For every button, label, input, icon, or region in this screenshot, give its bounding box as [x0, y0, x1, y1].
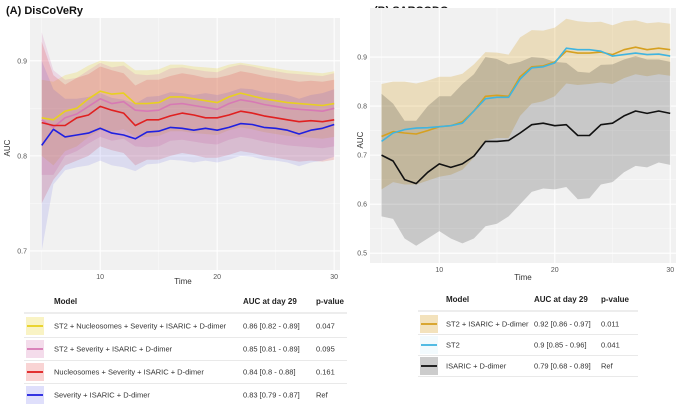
panel-b-series-lines	[381, 46, 671, 185]
panel-a-series-lines	[41, 90, 335, 146]
table-b-header-model: Model	[446, 295, 469, 304]
y-tick-label: 0.8	[17, 153, 27, 160]
x-tick-label: 20	[213, 274, 221, 281]
y-tick-label: 0.7	[17, 248, 27, 255]
table-cell: ST2 + Severity + ISARIC + D-dimer	[54, 345, 173, 354]
table-b-header-auc: AUC at day 29	[534, 295, 588, 304]
panel-a-legend-table: Model AUC at day 29 p-value ST2 + Nucleo…	[24, 297, 347, 404]
ci-band-0	[41, 60, 335, 166]
table-cell: Severity + ISARIC + D-dimer	[54, 391, 150, 400]
table-cell: 0.095	[316, 345, 335, 354]
panel-b-confidence-bands	[381, 18, 671, 246]
panel-b-plot-background	[370, 8, 676, 263]
table-a-header-auc: AUC at day 29	[243, 297, 297, 306]
y-tick-label: 0.8	[357, 104, 367, 111]
panel-a-ylabel: AUC	[3, 139, 12, 156]
table-cell: ST2 + ISARIC + D-dimer	[446, 320, 529, 329]
y-tick-label: 0.6	[357, 202, 367, 209]
series-line-2	[41, 105, 335, 127]
table-cell: 0.041	[601, 341, 620, 350]
table-cell: 0.161	[316, 368, 335, 377]
ci-band-1	[41, 32, 335, 175]
table-a-header-pvalue: p-value	[316, 297, 345, 306]
x-tick-label: 30	[666, 267, 674, 274]
table-cell: 0.79 [0.68 - 0.89]	[534, 362, 591, 371]
table-cell: 0.86 [0.82 - 0.89]	[243, 322, 300, 331]
panel-b-tick-labels: 0.5 0.6 0.7 0.8 0.9 10 20 30	[357, 55, 674, 274]
table-cell: 0.9 [0.85 - 0.96]	[534, 341, 587, 350]
panel-b-legend-table: Model AUC at day 29 p-value ST2 + ISARIC…	[418, 295, 638, 377]
panel-a-tick-labels: 0.7 0.8 0.9 10 20 30	[17, 58, 338, 281]
table-b-header-pvalue: p-value	[601, 295, 630, 304]
table-a-header-model: Model	[54, 297, 77, 306]
series-line-3	[41, 122, 335, 146]
table-cell: 0.011	[601, 320, 619, 329]
panel-a-confidence-bands	[41, 32, 335, 251]
panel-a-grid	[30, 18, 340, 270]
panel-a: (A) DisCoVeRy AUC Time 0.7 0.8 0.9 10 20 30	[3, 5, 340, 286]
panel-a-title: (A) DisCoVeRy	[6, 5, 84, 17]
table-cell: Ref	[601, 362, 614, 371]
series-line-0	[41, 90, 335, 121]
series-line-1	[41, 98, 335, 129]
y-tick-label: 0.5	[357, 251, 367, 258]
panel-b-ylabel: AUC	[356, 131, 365, 148]
y-tick-label: 0.9	[357, 55, 367, 62]
table-cell: 0.84 [0.8 - 0.88]	[243, 368, 296, 377]
table-cell: 0.85 [0.81 - 0.89]	[243, 345, 300, 354]
series-line-2	[381, 110, 671, 185]
x-tick-label: 10	[96, 274, 104, 281]
panel-a-xlabel: Time	[174, 277, 192, 286]
ci-band-2	[41, 41, 335, 204]
panel-b-xlabel: Time	[514, 273, 532, 282]
ci-band-3	[41, 60, 335, 251]
panel-b: (B) SARCODO AUC Time 0.50.60.70.80.91020…	[356, 5, 676, 282]
panel-a-plot-background	[30, 18, 340, 270]
series-line-0	[381, 46, 671, 138]
table-cell: Ref	[316, 391, 329, 400]
ci-band-2	[381, 56, 671, 246]
table-cell: ISARIC + D-dimer	[446, 362, 507, 371]
y-tick-label: 0.9	[17, 58, 27, 65]
x-tick-label: 10	[435, 267, 443, 274]
table-cell: 0.92 [0.86 - 0.97]	[534, 320, 591, 329]
table-cell: 0.83 [0.79 - 0.87]	[243, 391, 300, 400]
series-line-1	[381, 47, 671, 143]
y-tick-label: 0.7	[357, 153, 367, 160]
table-cell: ST2	[446, 341, 460, 350]
table-cell: 0.047	[316, 322, 335, 331]
table-cell: ST2 + Nucleosomes + Severity + ISARIC + …	[54, 322, 227, 331]
x-tick-label: 30	[330, 274, 338, 281]
x-tick-label: 20	[551, 267, 559, 274]
table-cell: Nucleosomes + Severity + ISARIC + D-dime…	[54, 368, 204, 377]
ci-band-0	[381, 18, 671, 190]
